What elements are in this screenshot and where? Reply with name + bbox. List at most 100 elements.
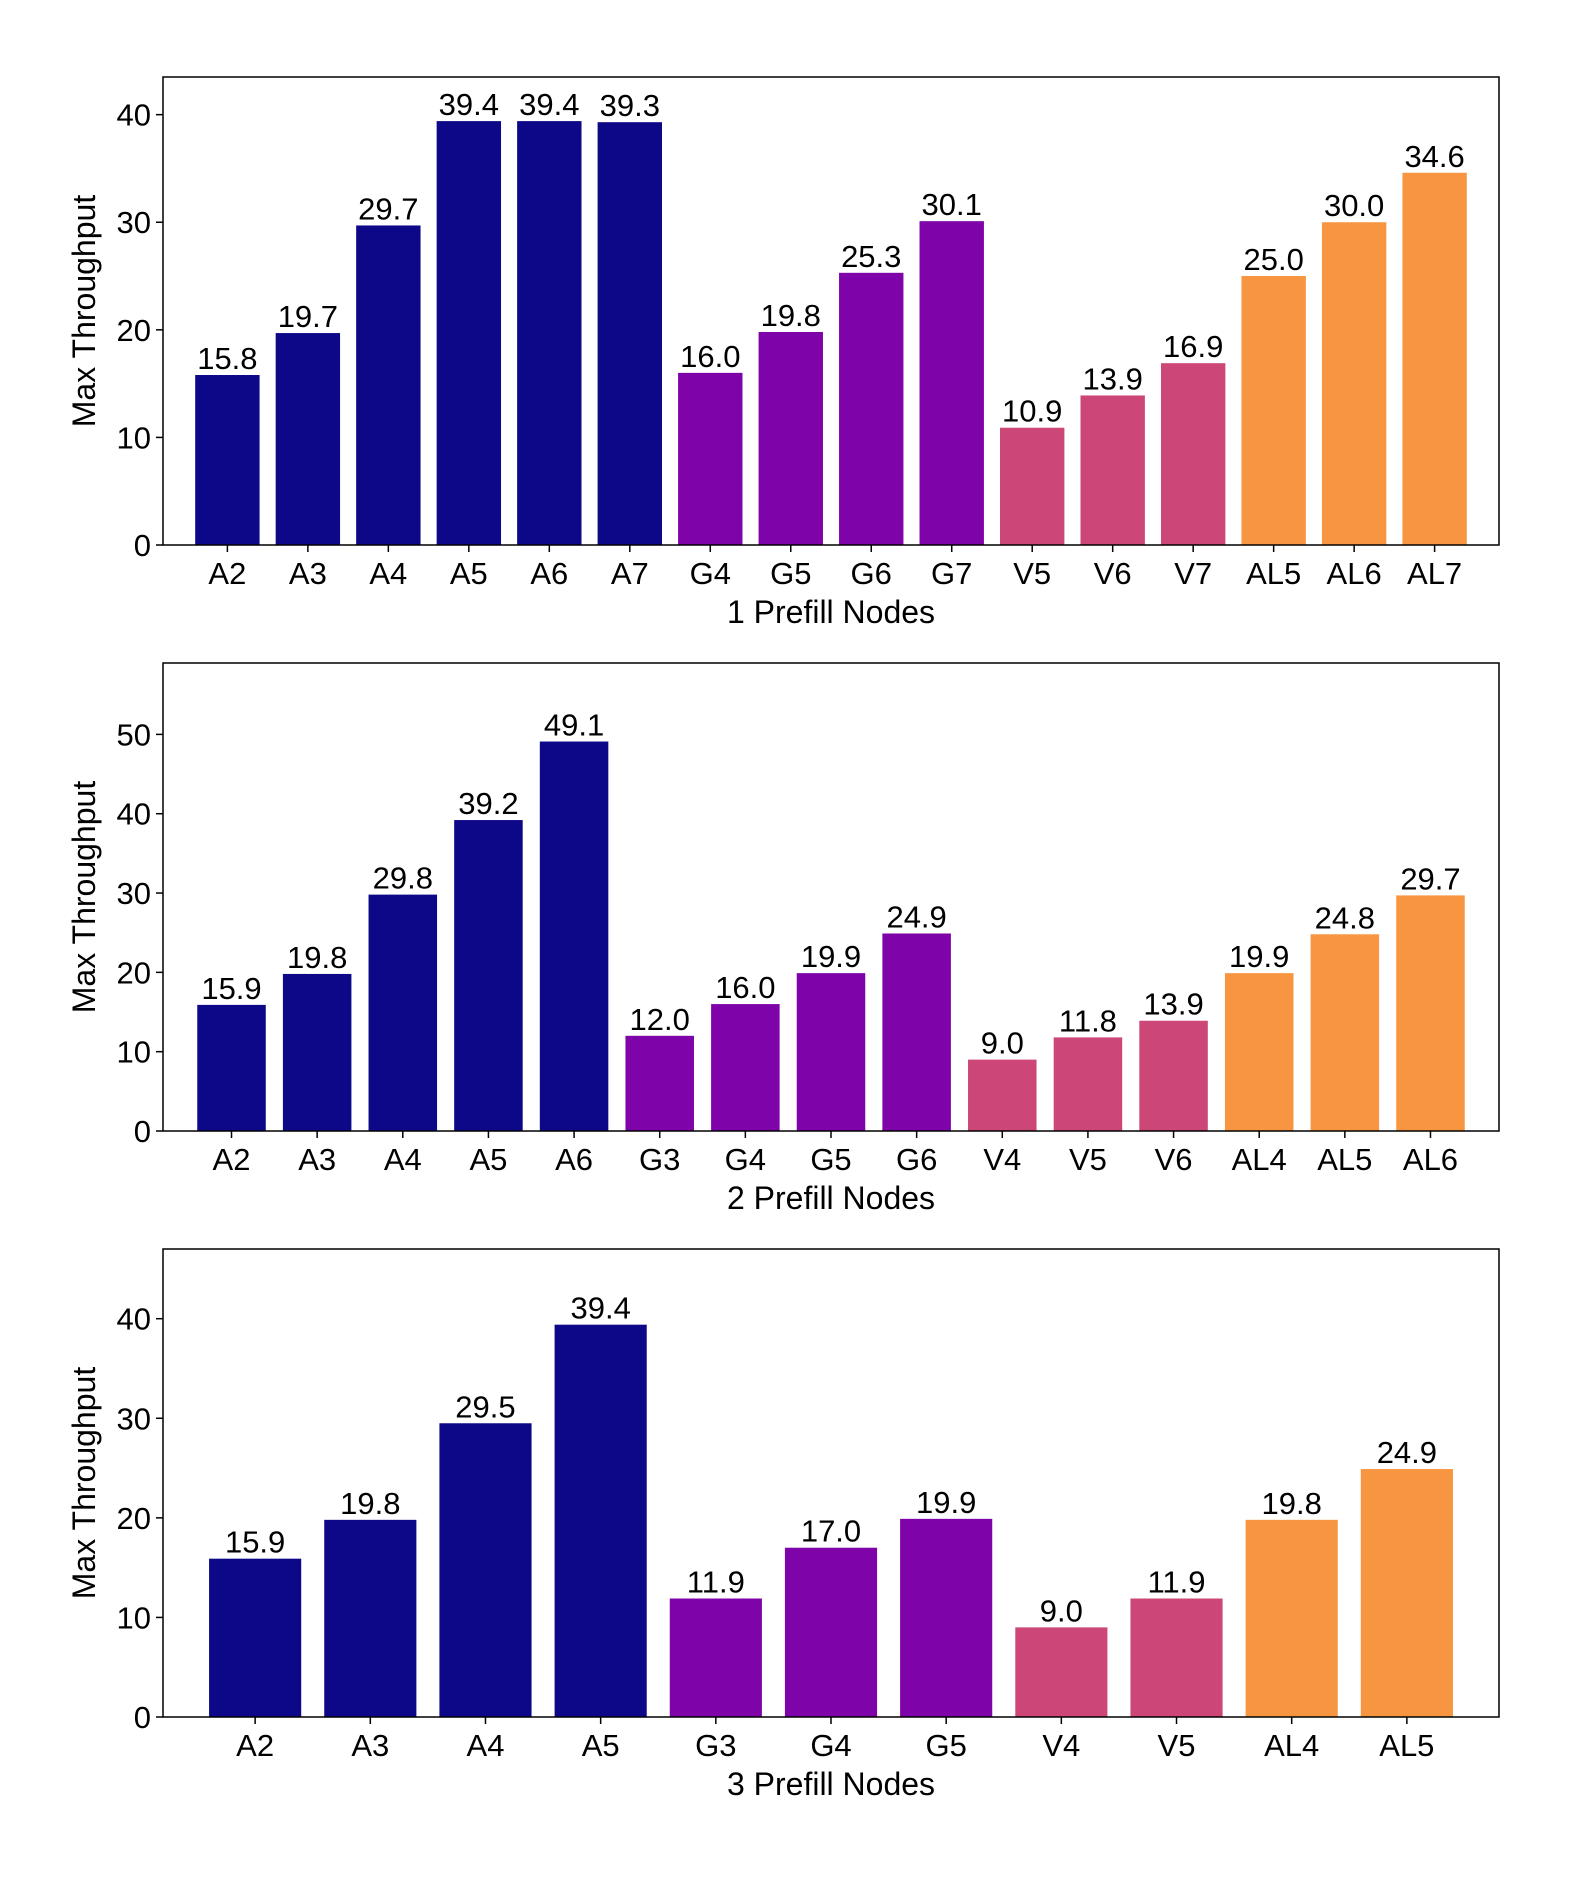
bar-V4 — [968, 1059, 1037, 1131]
bar-AL5 — [1310, 934, 1380, 1131]
x-axis-label: 1 Prefill Nodes — [727, 594, 935, 630]
bar-A3 — [282, 973, 352, 1131]
x-tick-label-V6: V6 — [1155, 1142, 1193, 1177]
y-axis-label: Max Throughput — [66, 195, 102, 428]
bar-G7 — [919, 221, 984, 546]
bar-value-label-G5: 19.9 — [801, 939, 861, 974]
bar-AL5 — [1241, 276, 1306, 545]
bar-value-label-G3: 11.9 — [687, 1565, 745, 1600]
bar-G5 — [900, 1518, 993, 1717]
x-tick-label-G5: G5 — [810, 1142, 851, 1177]
bar-value-label-AL6: 29.7 — [1400, 861, 1460, 896]
x-tick-label-A5: A5 — [450, 556, 488, 591]
bar-value-label-G6: 24.9 — [886, 899, 946, 934]
y-axis-label: Max Throughput — [66, 781, 102, 1014]
x-tick-label-G5: G5 — [770, 556, 811, 591]
bar-value-label-A3: 19.8 — [340, 1486, 400, 1521]
x-tick-label-A3: A3 — [298, 1142, 336, 1177]
y-tick-label: 0 — [134, 528, 151, 563]
bar-value-label-V6: 13.9 — [1083, 361, 1143, 396]
bar-AL6 — [1396, 895, 1465, 1131]
x-tick-label-V5: V5 — [1158, 1728, 1196, 1763]
bar-AL4 — [1245, 1519, 1338, 1717]
x-tick-label-A5: A5 — [582, 1728, 620, 1763]
x-tick-label-G3: G3 — [695, 1728, 736, 1763]
y-tick-label: 20 — [117, 955, 151, 990]
y-tick-label: 40 — [117, 98, 151, 133]
bar-value-label-V6: 13.9 — [1143, 987, 1203, 1022]
y-tick-label: 30 — [117, 876, 151, 911]
y-tick-label: 10 — [117, 1600, 151, 1635]
x-tick-label-G4: G4 — [725, 1142, 766, 1177]
x-tick-label-G4: G4 — [810, 1728, 851, 1763]
bar-V6 — [1080, 395, 1145, 545]
y-tick-label: 50 — [117, 717, 151, 752]
x-tick-label-V4: V4 — [983, 1142, 1021, 1177]
bar-value-label-G3: 12.0 — [630, 1002, 690, 1037]
x-tick-label-AL4: AL4 — [1264, 1728, 1319, 1763]
x-tick-label-G3: G3 — [639, 1142, 680, 1177]
bar-V4 — [1015, 1627, 1108, 1717]
x-tick-label-A4: A4 — [369, 556, 407, 591]
bar-A5 — [554, 1324, 647, 1717]
bar-value-label-G5: 19.8 — [761, 298, 821, 333]
bar-value-label-G7: 30.1 — [922, 187, 982, 222]
bar-value-label-A4: 29.8 — [373, 861, 433, 896]
bar-value-label-G4: 16.0 — [680, 339, 740, 374]
bar-AL6 — [1321, 222, 1387, 546]
x-tick-label-V5: V5 — [1013, 556, 1051, 591]
x-tick-label-AL7: AL7 — [1407, 556, 1462, 591]
x-tick-label-A6: A6 — [555, 1142, 593, 1177]
bar-V6 — [1139, 1020, 1208, 1131]
bar-value-label-V4: 9.0 — [1040, 1593, 1083, 1628]
bar-A7 — [597, 122, 662, 545]
bar-V5 — [1000, 427, 1065, 545]
bar-value-label-A5: 39.2 — [458, 786, 518, 821]
x-tick-label-AL5: AL5 — [1317, 1142, 1372, 1177]
y-tick-label: 10 — [117, 420, 151, 455]
chart-panel-3: 15.9 19.8 29.5 39.4 11.9 17.0 19.9 9.0 11.9 19.8 2… — [66, 1248, 1500, 1802]
bar-V5 — [1130, 1598, 1223, 1717]
x-tick-label-V7: V7 — [1174, 556, 1212, 591]
x-tick-label-V6: V6 — [1094, 556, 1132, 591]
bar-value-label-G6: 25.3 — [841, 239, 901, 274]
bar-G4 — [678, 372, 743, 545]
bar-value-label-AL7: 34.6 — [1404, 139, 1464, 174]
bar-value-label-V5: 11.9 — [1147, 1565, 1205, 1600]
bar-V5 — [1053, 1037, 1123, 1131]
bar-A4 — [368, 894, 438, 1131]
x-tick-label-G4: G4 — [690, 556, 731, 591]
bar-A3 — [324, 1519, 417, 1717]
bar-value-label-A5: 39.4 — [439, 87, 499, 122]
x-tick-label-AL5: AL5 — [1379, 1728, 1434, 1763]
x-axis-label: 2 Prefill Nodes — [727, 1180, 935, 1216]
x-tick-label-A3: A3 — [351, 1728, 389, 1763]
x-tick-label-G6: G6 — [896, 1142, 937, 1177]
y-tick-label: 30 — [117, 1401, 151, 1436]
bar-value-label-A2: 15.9 — [201, 971, 261, 1006]
bar-V7 — [1160, 363, 1226, 545]
axes-frame — [162, 76, 1500, 546]
bar-A4 — [439, 1423, 532, 1717]
bar-A4 — [356, 225, 421, 545]
bar-A5 — [436, 121, 502, 546]
x-tick-label-AL5: AL5 — [1246, 556, 1301, 591]
bar-value-label-A4: 29.7 — [358, 191, 418, 226]
y-tick-label: 10 — [117, 1035, 151, 1070]
bar-value-label-A4: 29.5 — [455, 1389, 515, 1424]
x-tick-label-AL6: AL6 — [1403, 1142, 1458, 1177]
bar-value-label-AL5: 24.9 — [1377, 1435, 1437, 1470]
chart-panel-2: 15.9 19.8 29.8 39.2 49.1 12.0 16.0 19.9 24.9 9.0 1… — [66, 662, 1500, 1216]
bar-value-label-A2: 15.8 — [197, 341, 257, 376]
bar-value-label-AL4: 19.9 — [1229, 939, 1289, 974]
bar-value-label-AL4: 19.8 — [1262, 1486, 1322, 1521]
bar-A2 — [209, 1558, 302, 1717]
x-tick-label-AL4: AL4 — [1232, 1142, 1287, 1177]
bar-value-label-A3: 19.8 — [287, 940, 347, 975]
x-tick-label-A3: A3 — [289, 556, 327, 591]
bar-AL4 — [1224, 973, 1294, 1131]
x-tick-label-A4: A4 — [467, 1728, 505, 1763]
y-axis-label: Max Throughput — [66, 1367, 102, 1600]
bar-A6 — [539, 741, 609, 1131]
